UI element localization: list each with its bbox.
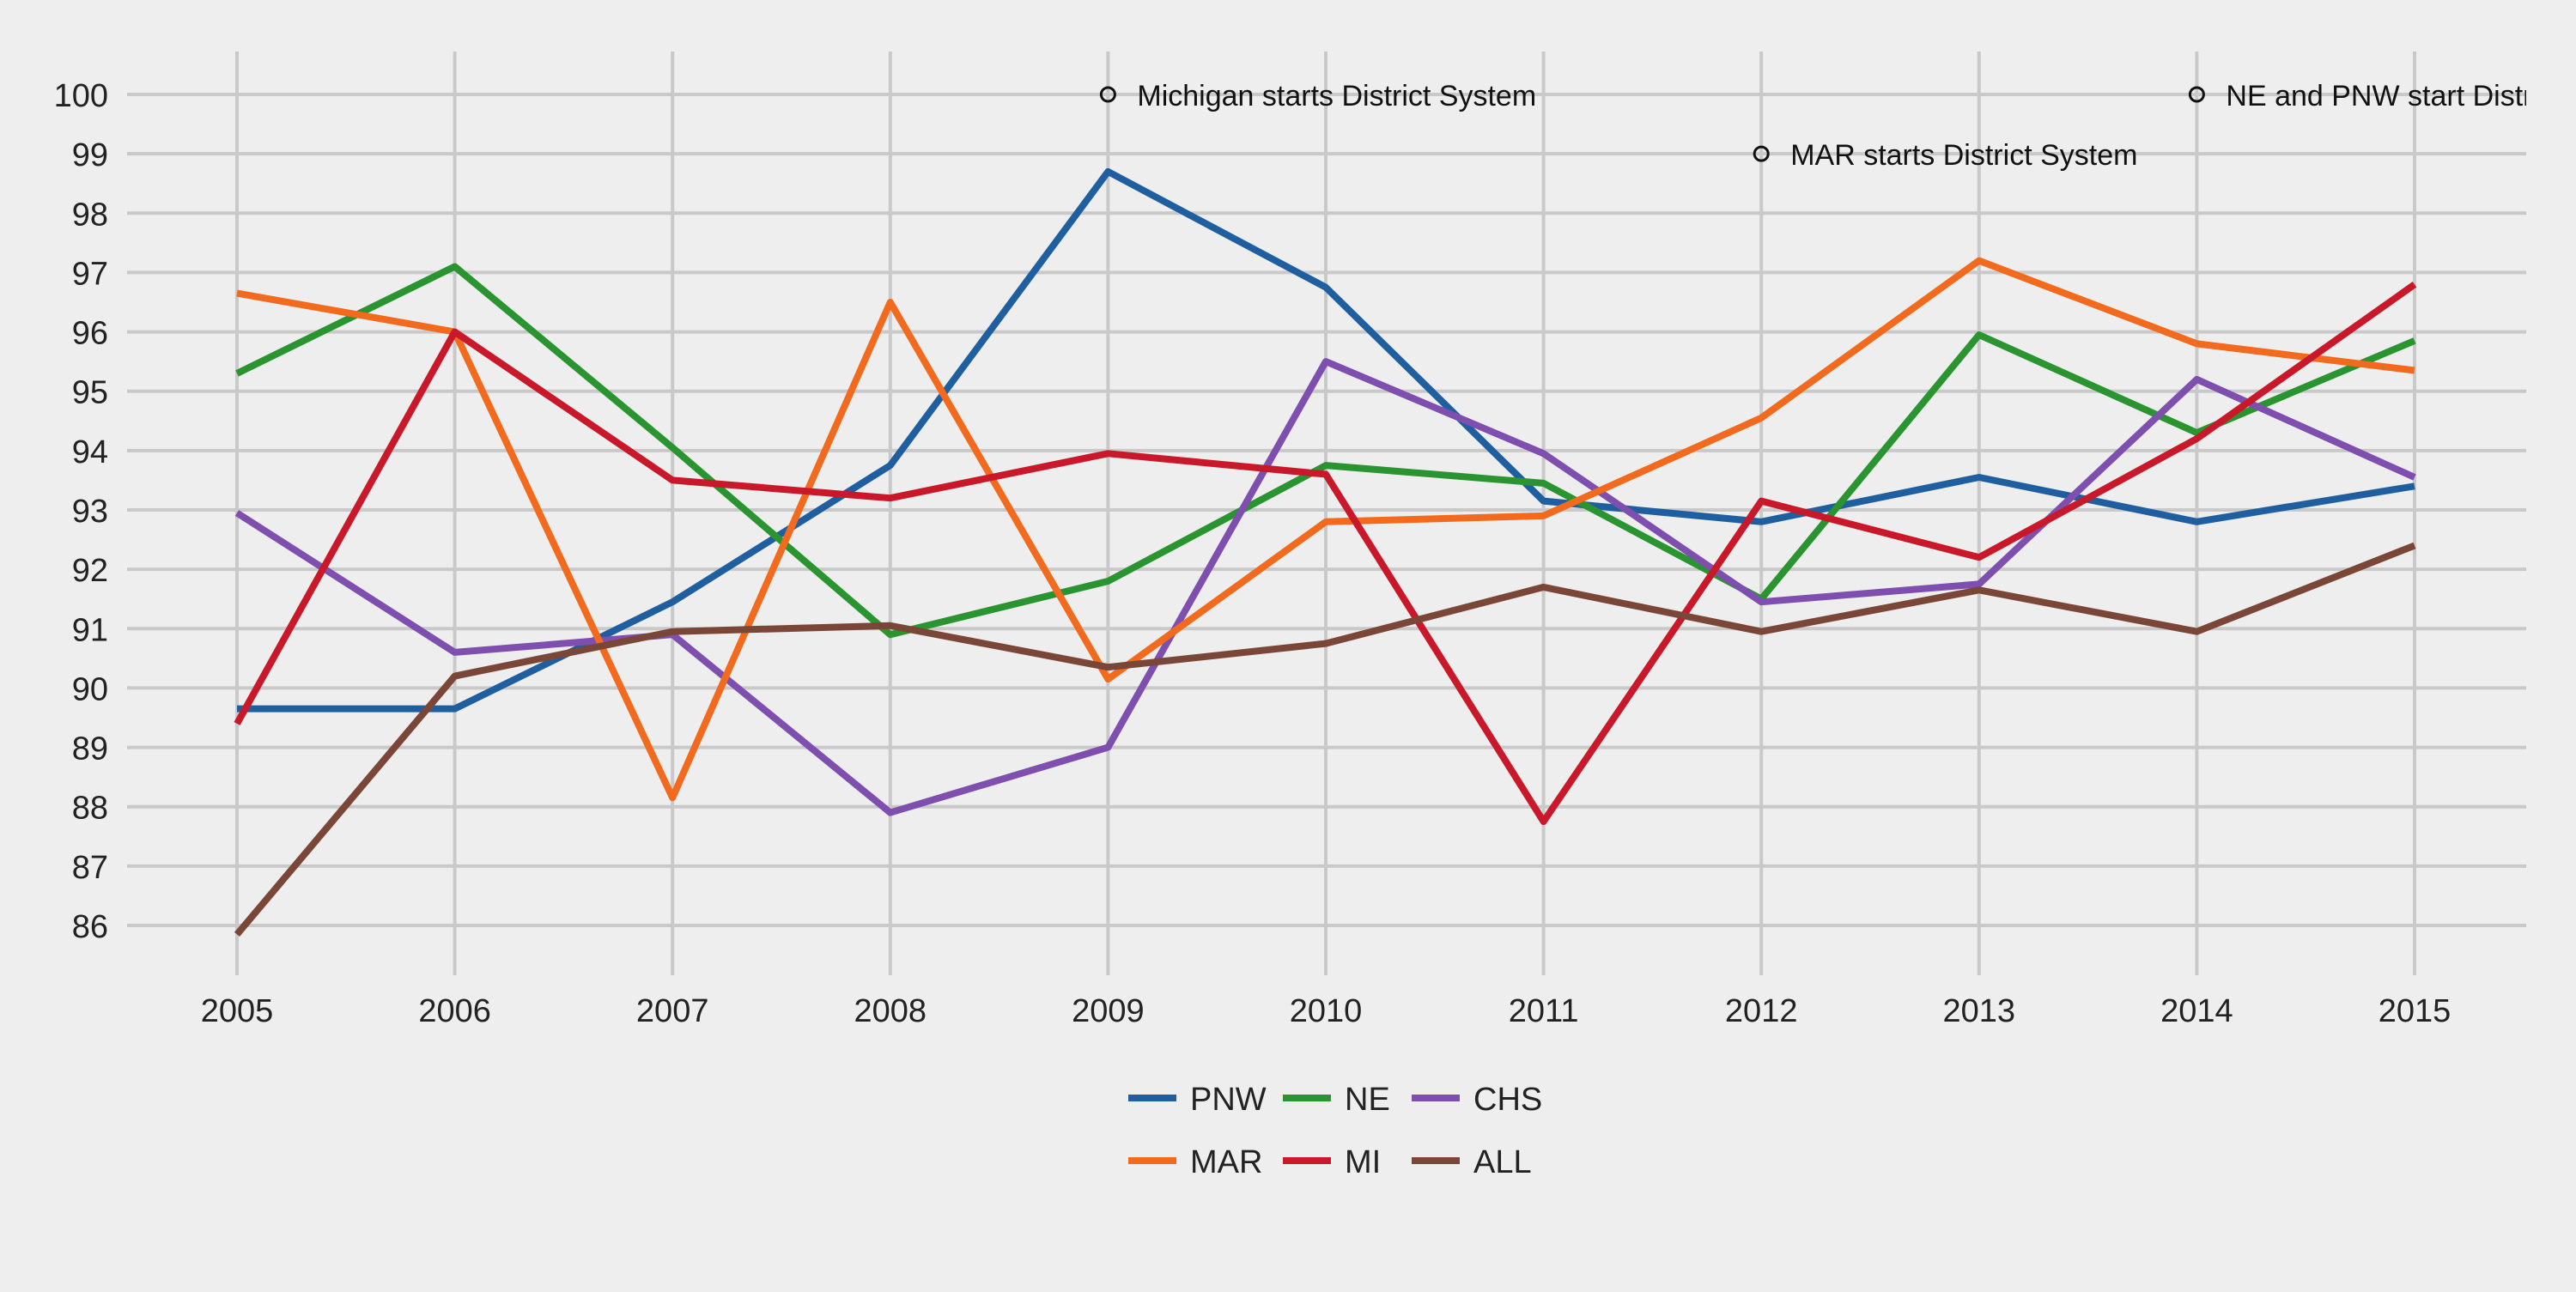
legend-label-chs: CHS [1473, 1082, 1542, 1118]
series-line-mar [236, 257, 2415, 802]
x-tick-label: 2008 [854, 993, 927, 1029]
x-tick-label: 2007 [636, 993, 709, 1029]
x-tick-label: 2013 [1943, 993, 2016, 1029]
annotation-marker [1753, 145, 1770, 162]
series-lines [234, 167, 2417, 937]
x-tick-label: 2015 [2379, 993, 2451, 1029]
x-tick-label: 2012 [1725, 993, 1798, 1029]
y-tick-label: 88 [72, 791, 108, 827]
axis-tick-labels: 86 87 88 89 90 91 92 93 94 95 96 97 98 99 100 2005 2006 2… [54, 78, 2451, 1029]
grid [127, 52, 2526, 975]
x-tick-label: 2005 [201, 993, 274, 1029]
annotation-marker [2188, 86, 2205, 103]
y-tick-label: 86 [72, 909, 108, 945]
y-tick-label: 100 [54, 78, 108, 114]
y-tick-label: 89 [72, 731, 108, 767]
legend-label-ne: NE [1345, 1082, 1390, 1118]
x-tick-label: 2009 [1072, 993, 1145, 1029]
legend-label-pnw: PNW [1190, 1082, 1267, 1118]
annotation-marker [1099, 86, 1116, 103]
legend: PNW NE CHS MAR MI ALL [1128, 1082, 1542, 1180]
y-tick-label: 94 [72, 434, 108, 470]
y-tick-label: 97 [72, 256, 108, 292]
y-tick-label: 93 [72, 494, 108, 530]
annotations: Michigan starts District System MAR start… [1099, 80, 2576, 172]
legend-label-all: ALL [1473, 1144, 1532, 1180]
annotation-text: Michigan starts District System [1137, 80, 1536, 112]
y-tick-label: 91 [72, 612, 108, 648]
y-tick-label: 99 [72, 137, 108, 173]
series-line-ne [235, 263, 2416, 639]
legend-label-mi: MI [1345, 1144, 1381, 1180]
y-tick-label: 96 [72, 316, 108, 352]
x-tick-label: 2014 [2160, 993, 2233, 1029]
annotation-text: MAR starts District System [1790, 139, 2137, 172]
annotation-text: NE and PNW start District System [2226, 80, 2576, 112]
x-tick-label: 2010 [1290, 993, 1363, 1029]
y-tick-label: 95 [72, 375, 108, 411]
series-line-all [234, 542, 2416, 937]
y-tick-label: 90 [72, 671, 108, 707]
y-tick-label: 87 [72, 850, 108, 886]
y-tick-label: 92 [72, 553, 108, 589]
x-tick-label: 2011 [1509, 993, 1579, 1029]
legend-label-mar: MAR [1190, 1144, 1262, 1180]
y-tick-label: 98 [72, 197, 108, 233]
x-tick-label: 2006 [418, 993, 491, 1029]
series-line-mi [234, 282, 2417, 825]
